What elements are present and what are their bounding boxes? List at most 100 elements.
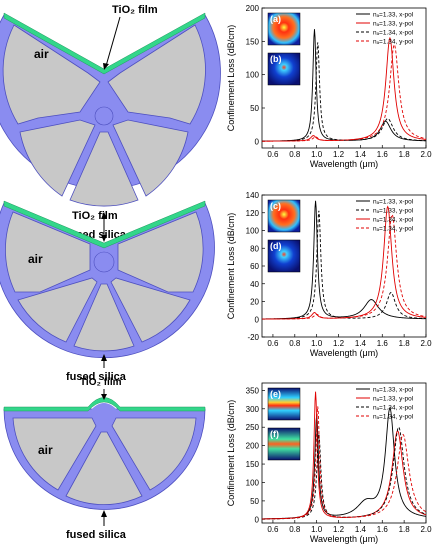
mode-inset-image [267, 52, 301, 86]
x-axis-label: Wavelength (μm) [310, 348, 378, 358]
legend-label: nₐ=1.33, x-pol [373, 387, 414, 394]
panel-label: (d) [270, 241, 282, 251]
x-tick-label: 0.6 [267, 150, 279, 159]
x-tick-label: 1.8 [399, 525, 411, 534]
x-tick-label: 1.4 [355, 339, 367, 348]
x-tick-label: 1.0 [311, 339, 323, 348]
panel-label: (c) [270, 201, 281, 211]
y-tick-label: 140 [246, 191, 260, 200]
structure-2-air-label: air [28, 252, 43, 266]
structure-1-core-node [94, 106, 114, 126]
legend-label: nₐ=1.34, y-pol [373, 39, 414, 46]
air-hole [112, 119, 189, 197]
structure-2-film-label: TiO₂ film [72, 210, 118, 222]
y-tick-label: 100 [246, 71, 260, 80]
x-tick-label: 1.6 [377, 339, 389, 348]
legend-label: nₐ=1.33, x-pol [373, 12, 414, 19]
chart-1: 0.6 0.8 1.0 1.2 1.4 1.6 1.8 2.0 0 50 100 150 200 Wave… [226, 4, 432, 169]
panel-label: (a) [270, 14, 281, 24]
x-tick-label: 1.6 [377, 150, 389, 159]
panel-label: (f) [270, 429, 279, 439]
structure-1-film-label: TiO₂ film [112, 4, 158, 16]
y-tick-label: 200 [246, 442, 260, 451]
structure-3-tio2-film [3, 397, 206, 412]
air-hole [65, 431, 143, 505]
x-tick-label: 1.6 [377, 525, 389, 534]
legend-label: nₐ=1.33, y-pol [373, 208, 414, 215]
mode-inset-image [267, 199, 301, 233]
air-hole [107, 24, 206, 125]
x-tick-label: 1.0 [311, 525, 323, 534]
x-tick-label: 1.2 [333, 150, 345, 159]
x-tick-label: 1.0 [311, 150, 323, 159]
chart-3: 0.6 0.8 1.0 1.2 1.4 1.6 1.8 2.0 0 50 100 150 200 250 3… [226, 382, 432, 544]
x-tick-label: 1.8 [399, 339, 411, 348]
mode-inset-image [267, 239, 301, 273]
air-hole [5, 211, 91, 293]
series-line [262, 213, 426, 320]
x-tick-label: 1.4 [355, 525, 367, 534]
x-tick-label: 0.8 [289, 525, 301, 534]
legend-label: nₐ=1.34, x-pol [373, 30, 414, 37]
x-tick-label: 1.2 [333, 339, 345, 348]
series-line [262, 43, 426, 142]
panel-label: (b) [270, 54, 282, 64]
x-axis-label: Wavelength (μm) [310, 534, 378, 544]
legend-label: nₐ=1.33, x-pol [373, 199, 414, 206]
structure-2: TiO₂ film air fused silica [0, 200, 215, 383]
y-tick-label: -20 [247, 333, 259, 342]
legend-label: nₐ=1.34, y-pol [373, 414, 414, 421]
chart-2: 0.6 0.8 1.0 1.2 1.4 1.6 1.8 2.0 -20 0 20 40 60 80 100 1… [226, 191, 432, 358]
x-axis-label: Wavelength (μm) [310, 159, 378, 169]
structure-3: TiO₂ film air fused silica [3, 377, 206, 541]
y-tick-label: 50 [250, 104, 259, 113]
mode-inset-image [267, 427, 301, 461]
mode-inset-image [267, 387, 301, 421]
y-tick-label: 350 [246, 386, 260, 395]
arrow-head [103, 63, 109, 70]
structure-3-air-holes [12, 417, 197, 505]
structure-2-air-holes [5, 211, 204, 352]
structure-2-silica-label: fused silica [66, 371, 127, 383]
air-hole [69, 131, 139, 207]
air-hole [17, 277, 98, 343]
air-hole [19, 119, 96, 197]
x-tick-label: 2.0 [420, 339, 432, 348]
structure-2-core-node [93, 251, 115, 273]
arrow-head [101, 394, 107, 400]
legend-label: nₐ=1.33, y-pol [373, 396, 414, 403]
x-tick-label: 2.0 [420, 525, 432, 534]
y-tick-label: 150 [246, 37, 260, 46]
y-tick-label: 80 [250, 244, 259, 253]
x-tick-label: 1.4 [355, 150, 367, 159]
x-tick-label: 2.0 [420, 150, 432, 159]
y-axis-label: Confinement Loss (dB/cm) [226, 25, 236, 132]
air-hole [117, 211, 204, 293]
structure-1-air-label: air [34, 47, 49, 61]
y-axis-label: Confinement Loss (dB/cm) [226, 400, 236, 507]
arrow-head [101, 212, 107, 219]
y-tick-label: 300 [246, 405, 260, 414]
y-tick-label: 0 [255, 315, 260, 324]
y-tick-label: 40 [250, 280, 259, 289]
y-tick-label: 200 [246, 4, 260, 13]
x-tick-label: 1.2 [333, 525, 345, 534]
x-tick-label: 1.8 [399, 150, 411, 159]
structure-3-air-label: air [38, 443, 53, 457]
y-tick-label: 150 [246, 460, 260, 469]
y-tick-label: 20 [250, 298, 259, 307]
x-tick-label: 0.8 [289, 339, 301, 348]
legend-label: nₐ=1.34, x-pol [373, 405, 414, 412]
arrow-head [101, 354, 107, 361]
air-hole [2, 24, 101, 125]
y-tick-label: 50 [250, 497, 259, 506]
structure-3-core-bump [90, 403, 118, 411]
air-hole [12, 417, 97, 491]
arrow-head [101, 510, 107, 517]
y-tick-label: 60 [250, 262, 259, 271]
series-line [262, 406, 426, 520]
air-hole [110, 277, 191, 343]
structure-1-air-holes [2, 24, 206, 207]
